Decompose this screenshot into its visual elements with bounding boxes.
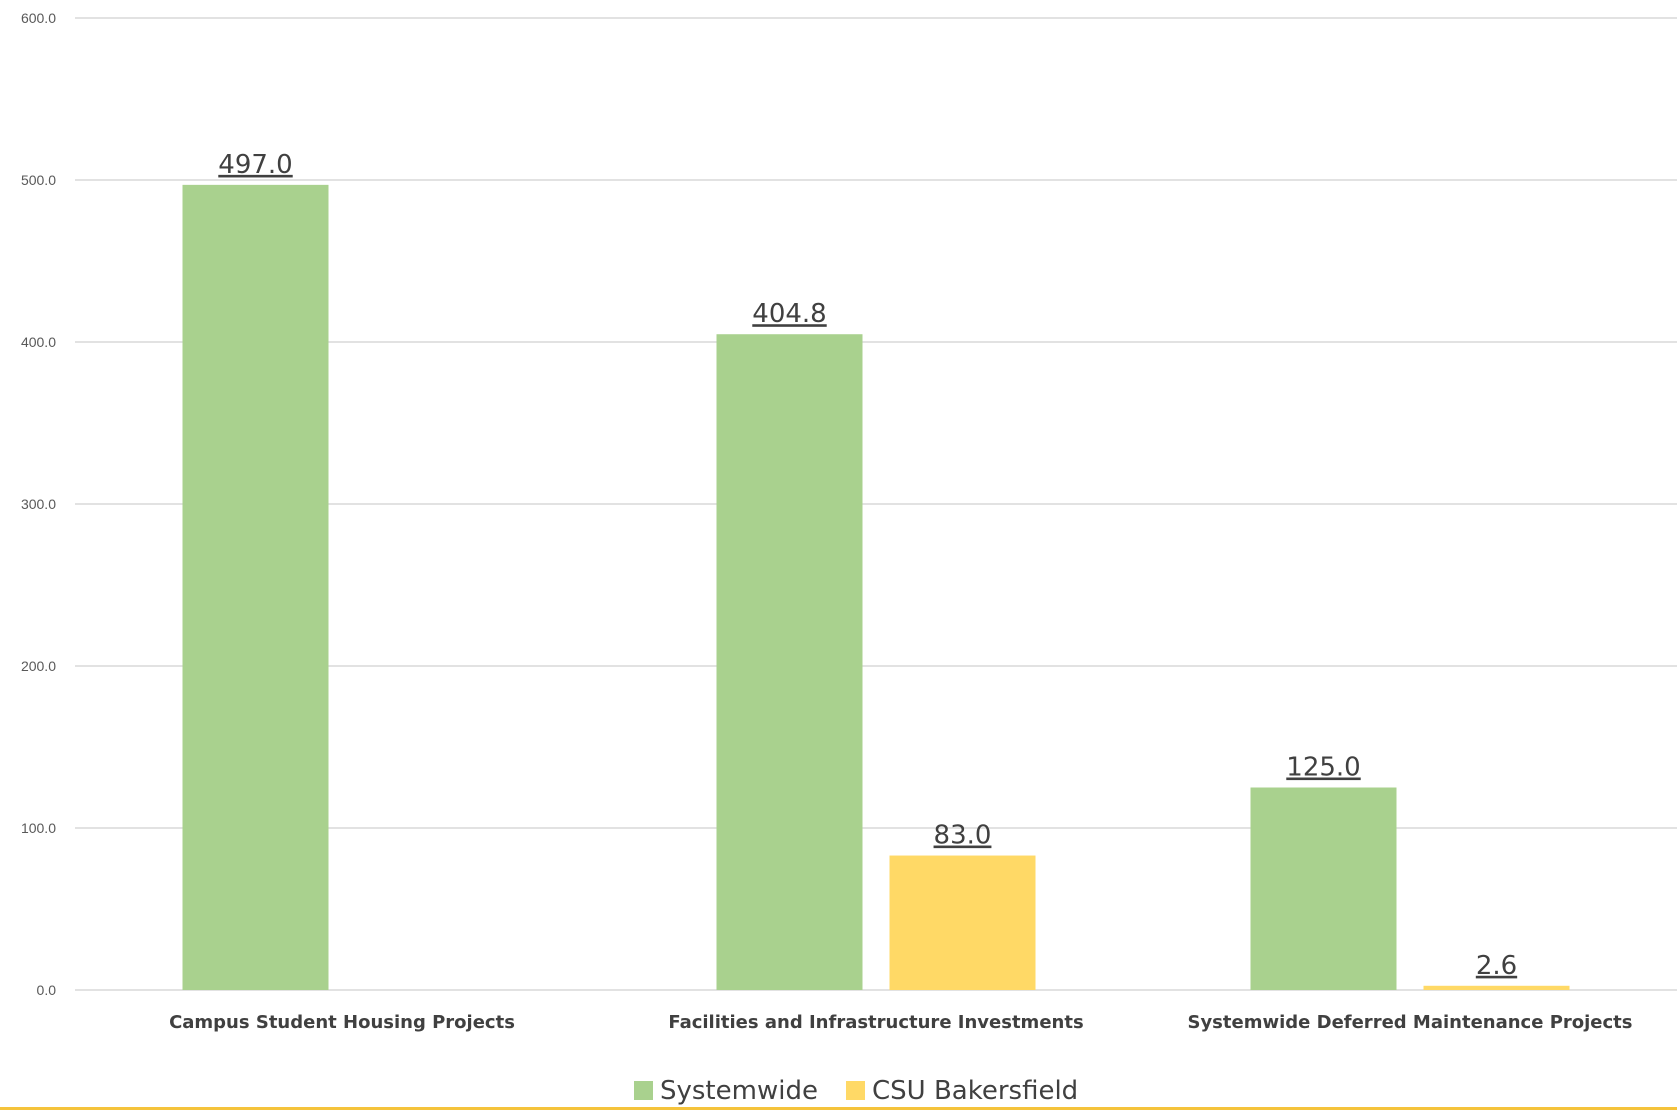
- legend-label: Systemwide: [660, 1076, 818, 1106]
- bar-csu-bakersfield: [1423, 985, 1570, 990]
- legend-swatch: [634, 1081, 653, 1100]
- bar-systemwide: [182, 184, 329, 991]
- data-label: 497.0: [218, 150, 292, 180]
- y-tick-label: 500.0: [21, 172, 56, 188]
- bar-systemwide: [1250, 787, 1397, 990]
- y-tick-label: 300.0: [21, 496, 56, 512]
- y-tick-label: 0.0: [37, 982, 57, 998]
- y-tick-label: 200.0: [21, 658, 56, 674]
- gridlines: [75, 17, 1677, 991]
- legend-swatch: [846, 1081, 865, 1100]
- data-label: 2.6: [1476, 951, 1517, 981]
- y-tick-label: 600.0: [21, 10, 56, 26]
- category-labels: Campus Student Housing Projects Facilitie…: [169, 1012, 1632, 1033]
- data-label: 404.8: [752, 299, 826, 329]
- bars: [182, 184, 1570, 991]
- data-label: 125.0: [1286, 753, 1360, 783]
- bottom-accent-rule: [0, 1107, 1677, 1110]
- category-label: Systemwide Deferred Maintenance Projects: [1187, 1012, 1632, 1033]
- data-labels: 497.0 404.8 83.0 125.0 2.6: [218, 150, 1517, 981]
- category-label: Campus Student Housing Projects: [169, 1012, 515, 1033]
- bar-systemwide: [716, 334, 863, 990]
- data-label: 83.0: [934, 821, 992, 851]
- legend-label: CSU Bakersfield: [872, 1076, 1078, 1106]
- y-tick-label: 100.0: [21, 820, 56, 836]
- y-tick-label: 400.0: [21, 334, 56, 350]
- y-axis-tick-labels: 0.0 100.0 200.0 300.0 400.0 500.0 600.0: [21, 10, 56, 998]
- bar-csu-bakersfield: [889, 855, 1036, 990]
- legend: Systemwide CSU Bakersfield: [634, 1076, 1078, 1106]
- category-label: Facilities and Infrastructure Investment…: [668, 1012, 1083, 1033]
